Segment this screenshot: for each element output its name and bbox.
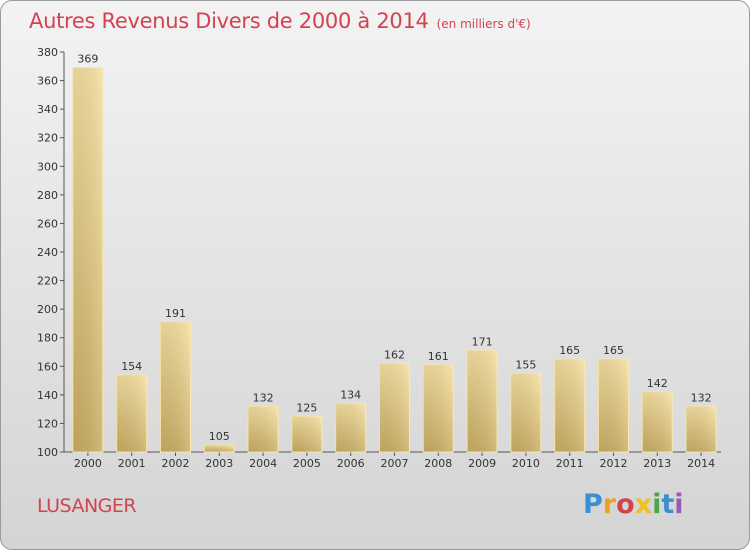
axes: 100 120 140 160 180 200 220 240 260 280 300 320 340 3… xyxy=(37,46,721,459)
x-tick-label: 2000 xyxy=(74,457,102,470)
y-tick-label: 320 xyxy=(37,132,58,145)
y-tick-label: 140 xyxy=(37,389,58,402)
x-tick-label: 2013 xyxy=(643,457,671,470)
x-tick-label: 2005 xyxy=(293,457,321,470)
y-tick-label: 220 xyxy=(37,275,58,288)
bar-value-label: 134 xyxy=(340,388,361,401)
y-tick-label: 240 xyxy=(37,246,58,259)
x-tick-label: 2007 xyxy=(381,457,409,470)
x-tick-label: 2014 xyxy=(687,457,715,470)
logo-letter: x xyxy=(634,489,653,520)
logo-letter: i xyxy=(674,489,684,520)
y-tick-label: 180 xyxy=(37,332,58,345)
bars-group xyxy=(72,67,717,453)
x-tick-label: 2009 xyxy=(468,457,496,470)
bar-value-label: 162 xyxy=(384,348,405,361)
y-tick-label: 280 xyxy=(37,189,58,202)
proxiti-logo[interactable]: Proxiti xyxy=(583,489,684,520)
x-tick-label: 2004 xyxy=(249,457,277,470)
chart-title: Autres Revenus Divers de 2000 à 2014 (en … xyxy=(29,9,531,33)
bar-value-label: 105 xyxy=(209,430,230,443)
bar-value-label: 165 xyxy=(559,344,580,357)
x-tick-label: 2006 xyxy=(337,457,365,470)
y-tick-label: 100 xyxy=(37,446,58,459)
bar-value-label: 161 xyxy=(428,350,449,363)
bar-shade xyxy=(204,444,235,452)
bar-value-label: 171 xyxy=(472,336,493,349)
chart-title-text: Autres Revenus Divers de 2000 à 2014 xyxy=(29,9,429,33)
bar-shade xyxy=(642,392,673,452)
bar-value-label: 125 xyxy=(296,401,317,414)
bar-value-label: 132 xyxy=(253,391,274,404)
bar-value-label: 154 xyxy=(121,360,142,373)
bar-shade xyxy=(554,359,585,452)
logo-letter: o xyxy=(616,489,635,520)
y-tick-label: 120 xyxy=(37,417,58,430)
y-tick-label: 360 xyxy=(37,75,58,88)
bar-shade xyxy=(335,403,366,452)
logo-letter: r xyxy=(602,489,617,520)
x-tick-label: 2002 xyxy=(162,457,190,470)
y-tick-label: 260 xyxy=(37,217,58,230)
x-tick-label: 2012 xyxy=(600,457,628,470)
bar-shade xyxy=(72,67,103,452)
bar-value-label: 191 xyxy=(165,307,186,320)
logo-letter: P xyxy=(583,489,603,520)
x-tick-label: 2003 xyxy=(205,457,233,470)
bar-shade xyxy=(598,359,629,452)
x-tick-label: 2008 xyxy=(424,457,452,470)
bar-shade xyxy=(160,322,191,452)
bar-shade xyxy=(248,406,279,452)
bar-value-label: 142 xyxy=(647,377,668,390)
bar-shade xyxy=(467,350,498,452)
bar-shade xyxy=(423,364,454,452)
x-tick-label: 2001 xyxy=(118,457,146,470)
y-tick-label: 340 xyxy=(37,103,58,116)
logo-letter: t xyxy=(661,489,675,520)
bar-value-label: 132 xyxy=(691,391,712,404)
bar-shade xyxy=(686,406,717,452)
labels-group: 2000 369 2001 154 2002 191 2003 105 2004 132 2005 1… xyxy=(74,53,715,470)
y-tick-label: 160 xyxy=(37,360,58,373)
commune-name: LUSANGER xyxy=(37,495,137,517)
x-tick-label: 2010 xyxy=(512,457,540,470)
y-tick-label: 300 xyxy=(37,160,58,173)
y-tick-label: 380 xyxy=(37,46,58,59)
x-tick-label: 2011 xyxy=(556,457,584,470)
logo-letter: i xyxy=(652,489,662,520)
y-tick-label: 200 xyxy=(37,303,58,316)
bar-value-label: 155 xyxy=(515,358,536,371)
bar-value-label: 369 xyxy=(77,53,98,66)
bar-shade xyxy=(291,416,322,452)
chart-subtitle: (en milliers d'€) xyxy=(436,17,531,31)
bar-shade xyxy=(379,363,410,452)
bar-shade xyxy=(510,373,541,452)
bar-value-label: 165 xyxy=(603,344,624,357)
bar-shade xyxy=(116,374,147,452)
